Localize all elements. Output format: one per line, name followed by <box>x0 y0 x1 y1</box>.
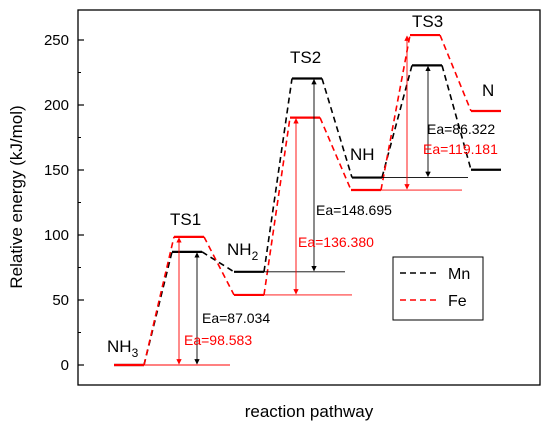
y-axis: 0 50 100 150 200 250 <box>44 32 84 374</box>
connector-mn-3 <box>321 78 353 178</box>
species-label-base: TS1 <box>170 210 201 229</box>
chart-marks: Ea=87.034 Ea=98.583 Ea=148.695 Ea=136.380 Ea… <box>107 12 501 367</box>
connector-fe-2 <box>263 117 291 296</box>
connector-fe-1 <box>203 236 235 296</box>
connector-mn-1 <box>201 251 235 273</box>
barrier-label: Ea=119.181 <box>423 141 498 157</box>
connector-fe-3 <box>319 117 352 191</box>
plot-frame <box>77 9 541 386</box>
y-tick-label: 50 <box>52 292 69 309</box>
connector-mn-4 <box>381 65 413 178</box>
legend: Mn Fe <box>392 256 484 321</box>
legend-box <box>392 256 484 321</box>
x-axis-title: reaction pathway <box>245 402 374 421</box>
barrier-label: Ea=148.695 <box>316 202 392 218</box>
connector-mn-0 <box>143 251 173 366</box>
species-label-subscript: 2 <box>252 249 259 263</box>
barrier-label: Ea=87.034 <box>202 310 270 326</box>
species-label-subscript: 3 <box>132 346 139 360</box>
species-label-ts2: TS2 <box>290 48 321 67</box>
species-label-nh2: NH2 <box>227 240 259 263</box>
species-label-base: TS2 <box>290 48 321 67</box>
species-label-base: N <box>482 81 494 100</box>
connector-mn-5 <box>441 65 472 170</box>
species-label-nh: NH <box>350 145 375 164</box>
y-tick-label: 250 <box>44 32 69 49</box>
legend-label-fe: Fe <box>448 293 467 310</box>
barrier-label: Ea=86.322 <box>427 121 495 137</box>
y-tick-label: 200 <box>44 97 69 114</box>
connector-mn-2 <box>263 78 293 272</box>
species-label-ts1: TS1 <box>170 210 201 229</box>
connector-fe-4 <box>380 34 411 191</box>
species-label-base: NH <box>107 337 132 356</box>
species-label-base: TS3 <box>412 12 443 31</box>
legend-label-mn: Mn <box>448 266 470 283</box>
y-tick-label: 0 <box>61 357 69 374</box>
y-tick-label: 150 <box>44 162 69 179</box>
species-label-base: NH <box>227 240 252 259</box>
species-label-nh3: NH3 <box>107 337 139 360</box>
y-axis-title: Relative energy (kJ/mol) <box>7 105 26 288</box>
species-label-n: N <box>482 81 494 100</box>
species-label-ts3: TS3 <box>412 12 443 31</box>
y-tick-label: 100 <box>44 227 69 244</box>
barrier-label: Ea=98.583 <box>184 332 252 348</box>
connector-fe-0 <box>143 236 175 366</box>
barrier-label: Ea=136.380 <box>298 234 374 250</box>
species-label-base: NH <box>350 145 375 164</box>
connector-fe-5 <box>439 34 472 112</box>
